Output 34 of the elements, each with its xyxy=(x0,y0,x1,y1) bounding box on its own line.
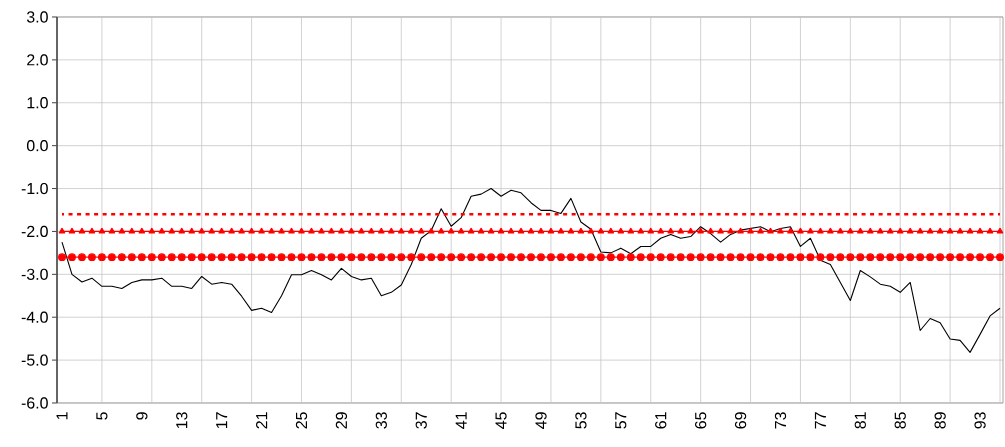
y-tick-label: 2.0 xyxy=(27,54,48,66)
x-tick-label: 33 xyxy=(375,412,387,429)
y-tick-label: -1.0 xyxy=(21,182,48,195)
x-tick-label: 29 xyxy=(335,412,348,429)
x-tick-label: 1 xyxy=(56,412,68,420)
x-tick-label: 37 xyxy=(415,412,427,429)
x-tick-label: 45 xyxy=(495,412,507,429)
x-tick-label: 53 xyxy=(575,412,587,429)
y-tick-label: -5.0 xyxy=(21,354,48,366)
y-tick-label: 3.0 xyxy=(26,11,48,23)
x-tick-label: 89 xyxy=(934,412,946,429)
x-tick-label: 5 xyxy=(96,412,108,420)
x-tick-label: 61 xyxy=(655,412,667,429)
y-tick-label: -3.0 xyxy=(21,268,48,280)
x-tick-label: 49 xyxy=(535,412,547,429)
x-tick-label: 21 xyxy=(256,412,268,429)
y-tick-label: 1.0 xyxy=(27,97,48,109)
x-tick-label: 93 xyxy=(974,412,986,429)
x-tick-label: 41 xyxy=(455,412,467,429)
y-tick-label: -2.0 xyxy=(21,225,48,238)
x-tick-label: 17 xyxy=(216,412,228,429)
x-tick-label: 77 xyxy=(814,412,826,429)
x-tick-label: 73 xyxy=(774,412,787,429)
y-tick-label: 0.0 xyxy=(26,140,48,152)
y-tick-label: -6.0 xyxy=(21,397,48,409)
x-tick-label: 81 xyxy=(854,412,866,429)
x-tick-label: 69 xyxy=(734,412,747,429)
x-tick-label: 13 xyxy=(176,412,188,429)
x-tick-label: 65 xyxy=(695,412,707,429)
x-tick-label: 9 xyxy=(136,412,148,420)
x-tick-label: 25 xyxy=(295,412,308,429)
x-tick-label: 57 xyxy=(615,412,627,429)
x-tick-label: 85 xyxy=(894,412,906,429)
y-tick-label: -4.0 xyxy=(21,311,48,323)
